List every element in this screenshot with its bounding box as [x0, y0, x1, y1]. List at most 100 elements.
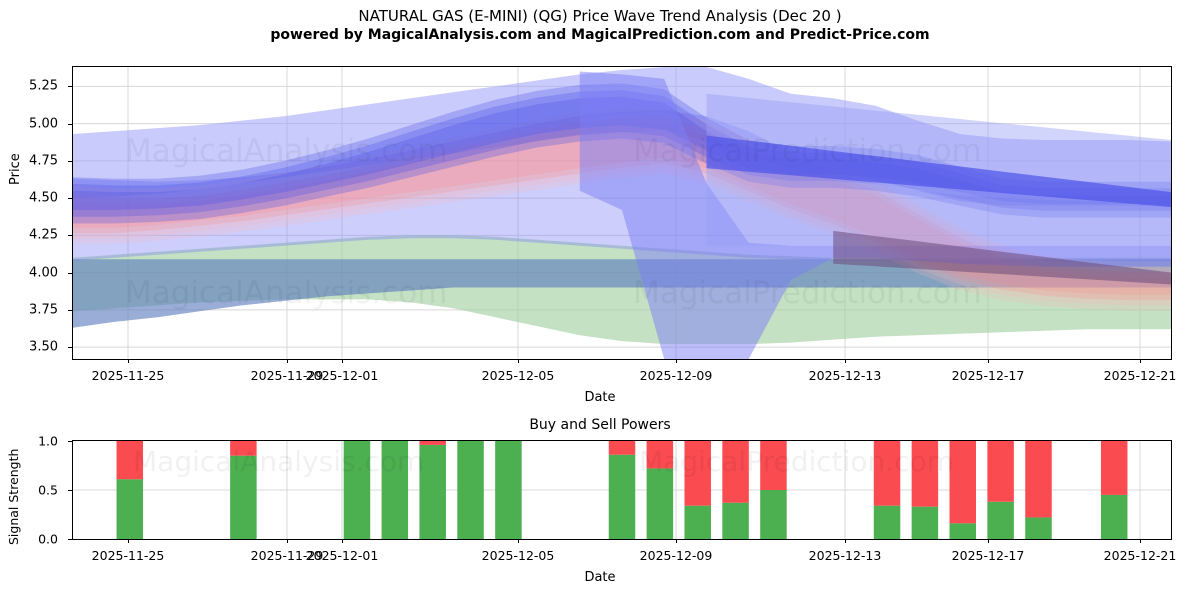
page-title: NATURAL GAS (E-MINI) (QG) Price Wave Tre… [358, 7, 842, 25]
price-x-tick-label: 2025-12-17 [951, 368, 1025, 383]
buy-power-bar[interactable] [495, 441, 522, 539]
power-chart-title: Buy and Sell Powers [529, 417, 671, 433]
buy-power-bar[interactable] [419, 444, 446, 539]
power-x-tick-mark [676, 539, 677, 543]
power-x-tick-mark [342, 539, 343, 543]
sell-power-bar[interactable] [987, 441, 1014, 502]
price-x-tick-mark [676, 359, 677, 363]
price-x-tick-label: 2025-12-01 [305, 368, 379, 383]
buy-power-bar[interactable] [343, 441, 371, 539]
price-x-tick-mark [518, 359, 519, 363]
sell-power-bar[interactable] [949, 441, 977, 524]
price-y-tick-mark [68, 235, 72, 237]
price-chart-svg [73, 67, 1171, 359]
buy-power-bar[interactable] [911, 506, 939, 539]
price-band-drop-wedge [579, 71, 1171, 359]
price-x-tick-label: 2025-11-25 [91, 368, 165, 383]
sell-power-bar[interactable] [873, 441, 901, 506]
price-y-tick-label: 4.00 [29, 265, 58, 281]
buy-power-bar[interactable] [1100, 494, 1128, 539]
price-band-right-core [706, 135, 1171, 207]
power-y-tick-mark [68, 539, 72, 540]
price-x-tick-mark [988, 359, 989, 363]
power-chart-svg [73, 441, 1171, 539]
price-band-deep-blue-core [73, 90, 1171, 217]
power-chart-panel: MagicalAnalysis.com MagicalPrediction.co… [72, 440, 1172, 540]
price-x-tick-mark [342, 359, 343, 363]
buy-power-bar[interactable] [949, 523, 977, 539]
price-y-tick-mark [68, 347, 72, 349]
price-x-tick-mark [845, 359, 846, 363]
price-y-tick-label: 5.25 [29, 78, 58, 94]
buy-power-bar[interactable] [684, 505, 711, 539]
power-x-tick-label: 2025-12-17 [951, 548, 1025, 563]
buy-power-bar[interactable] [1025, 517, 1052, 539]
price-x-tick-mark [1140, 359, 1141, 363]
power-x-tick-label: 2025-12-13 [808, 548, 882, 563]
power-x-tick-label: 2025-11-29 [250, 548, 324, 563]
price-y-tick-label: 4.50 [29, 190, 58, 206]
sell-power-bar[interactable] [722, 441, 749, 503]
power-y-tick-label: 0.0 [38, 531, 58, 547]
price-x-tick-label: 2025-12-09 [639, 368, 713, 383]
price-y-tick-label: 4.75 [29, 153, 58, 169]
sell-power-bar[interactable] [116, 441, 144, 480]
power-y-tick-label: 0.5 [38, 482, 58, 498]
power-x-axis-label: Date [584, 570, 616, 585]
sell-power-bar[interactable] [684, 441, 711, 506]
power-x-tick-label: 2025-12-05 [481, 548, 555, 563]
price-x-tick-label: 2025-11-29 [250, 368, 324, 383]
price-y-tick-mark [68, 198, 72, 200]
buy-power-bar[interactable] [646, 468, 674, 539]
buy-power-bar[interactable] [457, 441, 484, 539]
price-y-tick-mark [68, 309, 72, 311]
sell-power-bar[interactable] [911, 441, 939, 507]
power-x-tick-mark [988, 539, 989, 543]
buy-power-bar[interactable] [873, 505, 901, 539]
price-x-tick-label: 2025-12-05 [481, 368, 555, 383]
price-y-tick-label: 3.75 [29, 302, 58, 318]
sell-power-bar[interactable] [1100, 441, 1128, 495]
sell-power-bar[interactable] [646, 441, 674, 469]
power-x-tick-mark [128, 539, 129, 543]
price-band-lower-left-blue [73, 259, 1171, 328]
power-x-tick-label: 2025-11-25 [91, 548, 165, 563]
price-x-tick-label: 2025-12-21 [1103, 368, 1177, 383]
price-y-tick-label: 3.50 [29, 339, 58, 355]
buy-power-bar[interactable] [381, 441, 409, 539]
buy-power-bar[interactable] [722, 502, 749, 539]
sell-power-bar[interactable] [419, 441, 446, 445]
buy-power-bar[interactable] [987, 501, 1014, 539]
price-y-tick-mark [68, 123, 72, 125]
power-y-tick-label: 1.0 [38, 433, 58, 449]
price-x-tick-mark [128, 359, 129, 363]
buy-power-bar[interactable] [230, 455, 257, 539]
sell-power-bar[interactable] [230, 441, 257, 456]
price-x-axis-label: Date [584, 390, 616, 405]
price-y-tick-label: 4.25 [29, 227, 58, 243]
power-x-tick-mark [518, 539, 519, 543]
price-y-tick-mark [68, 160, 72, 162]
price-y-tick-label: 5.00 [29, 116, 58, 132]
page-subtitle: powered by MagicalAnalysis.com and Magic… [270, 27, 930, 43]
power-x-tick-mark [287, 539, 288, 543]
price-y-tick-mark [68, 86, 72, 88]
power-x-tick-mark [845, 539, 846, 543]
power-x-tick-label: 2025-12-21 [1103, 548, 1177, 563]
buy-power-bar[interactable] [760, 490, 787, 539]
power-y-tick-mark [68, 490, 72, 491]
power-y-ticks: 0.0 0.5 1.0 [0, 0, 66, 600]
buy-power-bar[interactable] [608, 454, 636, 539]
price-x-tick-mark [287, 359, 288, 363]
power-y-tick-mark [68, 441, 72, 442]
price-y-tick-mark [68, 272, 72, 274]
chart-title-block: NATURAL GAS (E-MINI) (QG) Price Wave Tre… [0, 6, 1200, 45]
sell-power-bar[interactable] [608, 441, 636, 455]
sell-power-bar[interactable] [1025, 441, 1052, 518]
buy-power-bar[interactable] [116, 479, 144, 539]
power-x-tick-mark [1140, 539, 1141, 543]
power-x-tick-label: 2025-12-01 [305, 548, 379, 563]
sell-power-bar[interactable] [760, 441, 787, 490]
